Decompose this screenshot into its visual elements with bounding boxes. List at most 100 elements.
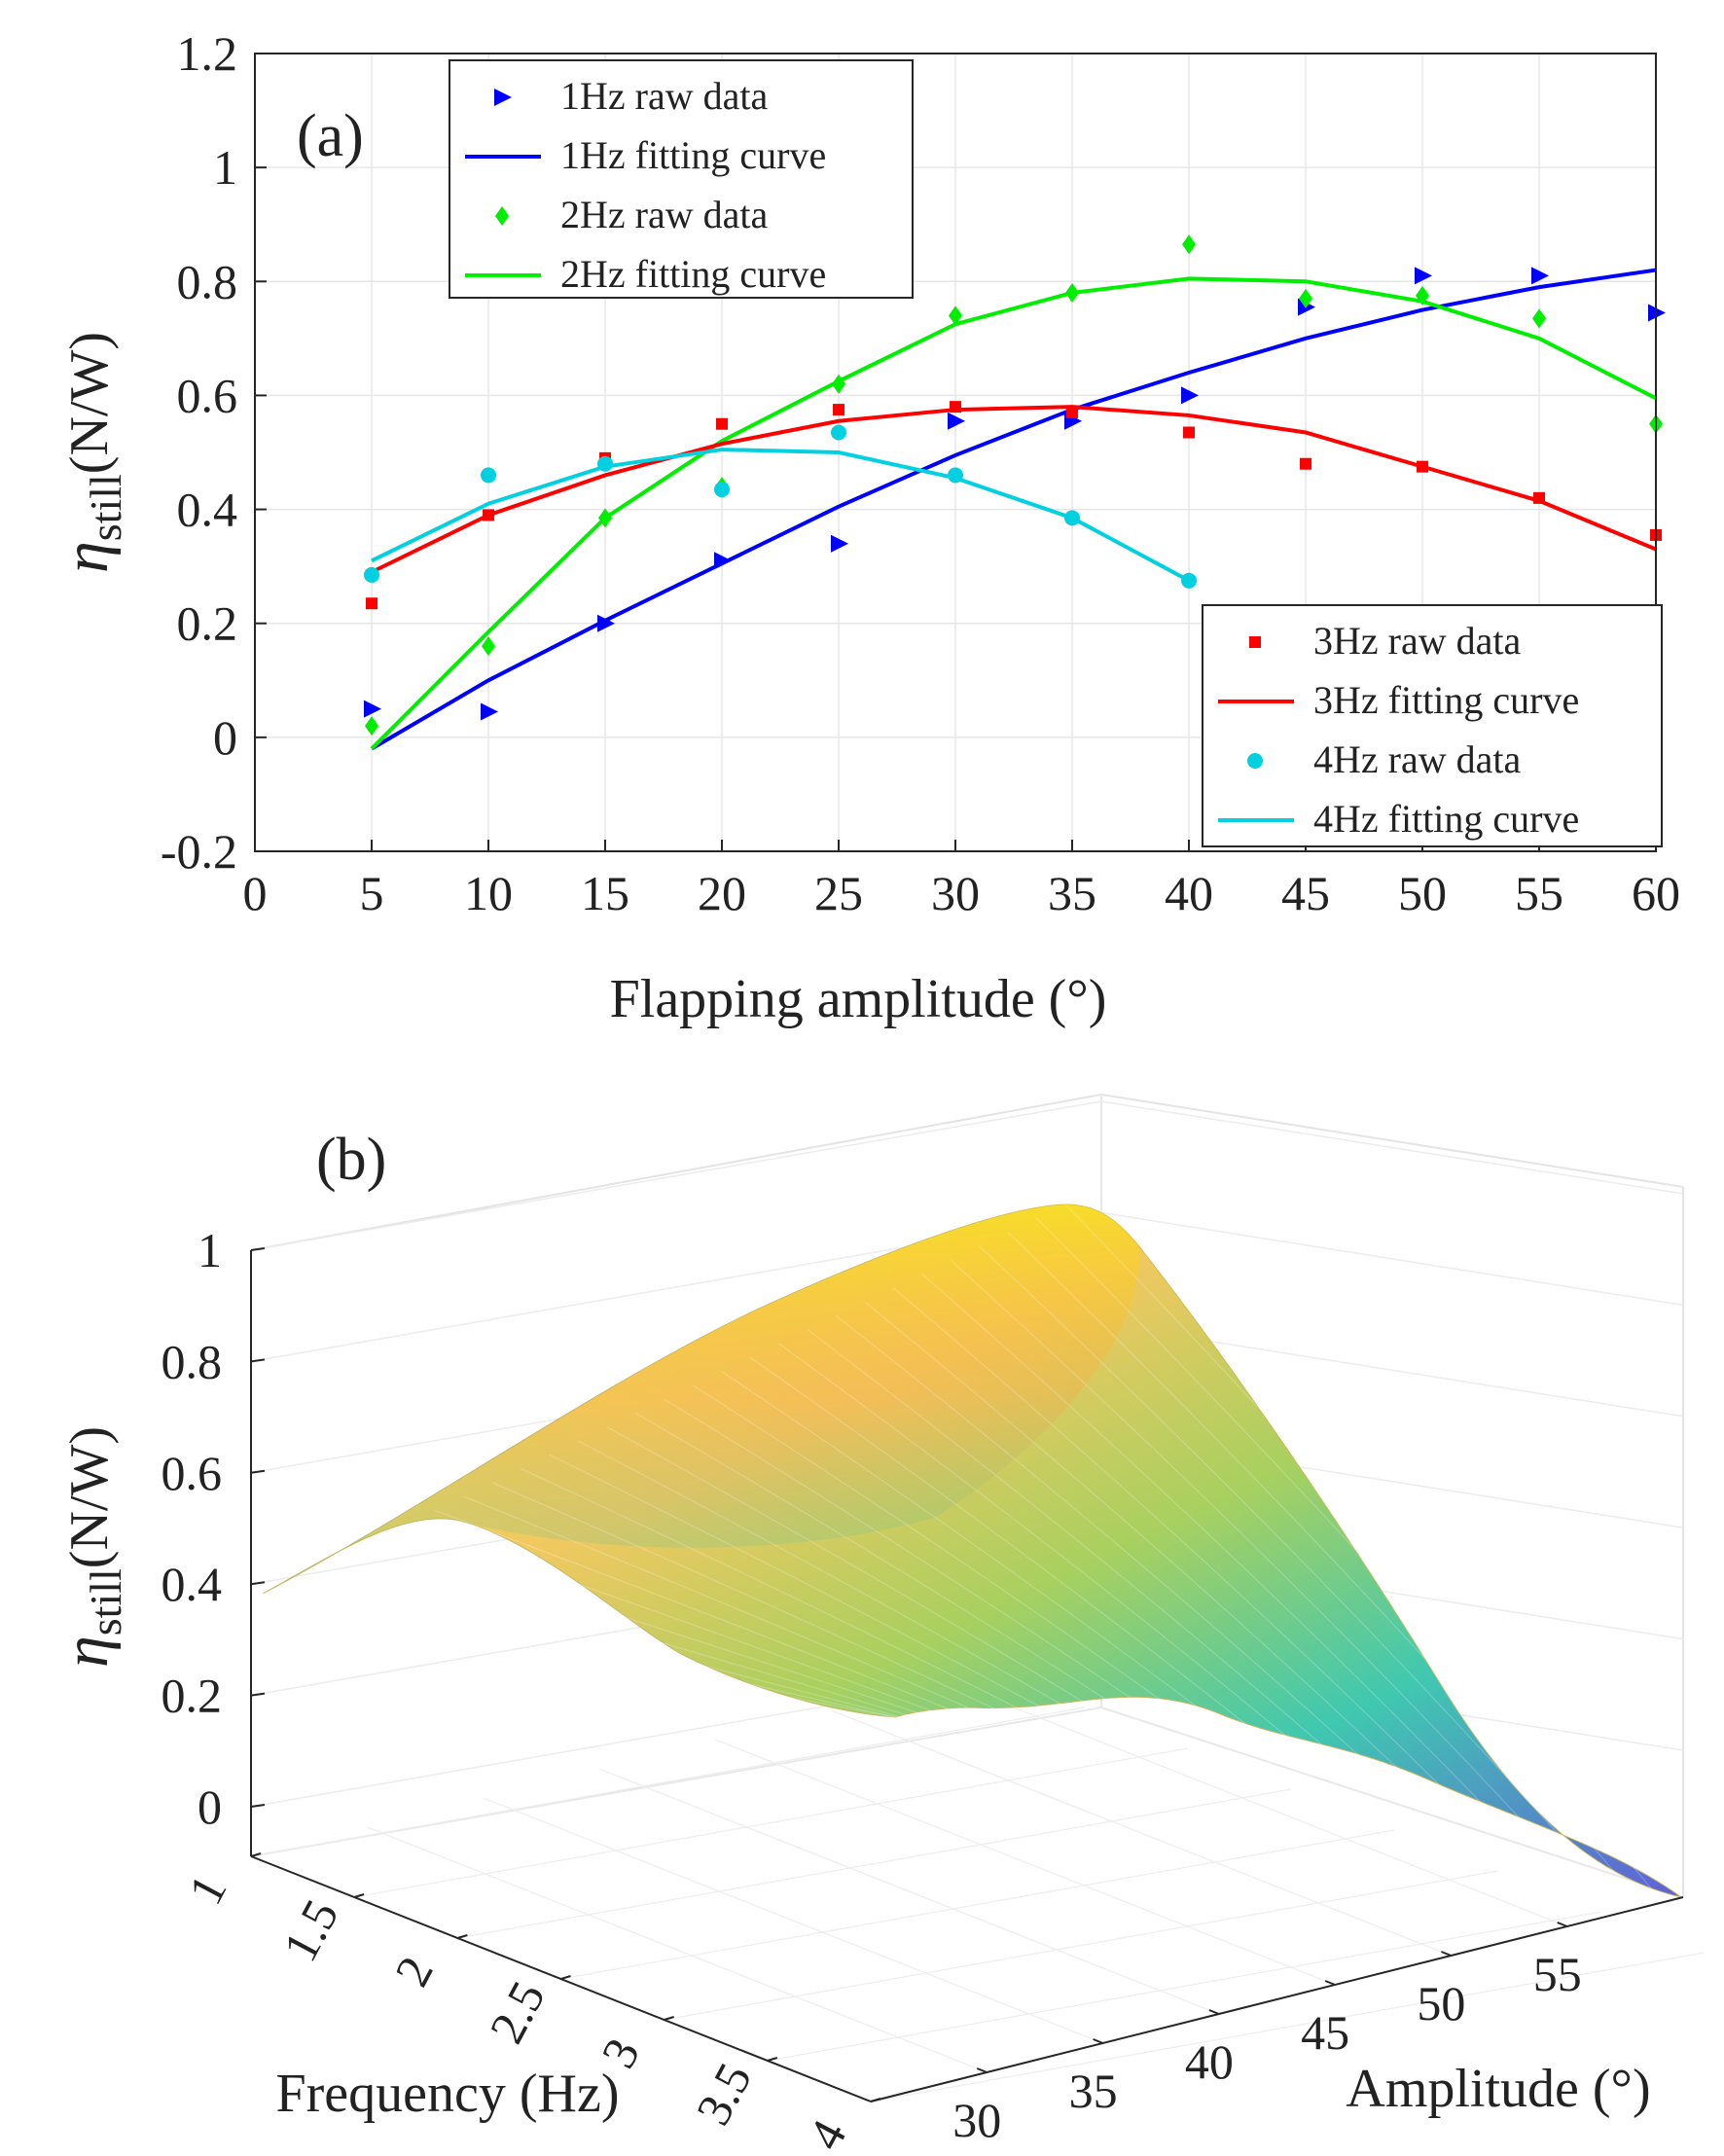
- x-tick-label: 55: [1515, 866, 1563, 920]
- z-axis-symbol-b: η: [51, 1635, 122, 1668]
- raw-point-2Hz: [482, 636, 495, 657]
- grid-line-frequency: [870, 1952, 1705, 2102]
- x-tick-label: 0: [243, 866, 268, 920]
- mesh-line: [434, 1509, 1064, 1757]
- raw-point-4Hz: [831, 424, 846, 441]
- raw-point-2Hz: [1416, 285, 1429, 305]
- z-tick-label: 0.4: [162, 1557, 223, 1611]
- frequency-tick-mark: [353, 1893, 365, 1898]
- grid-line-amplitude: [947, 1680, 1567, 1927]
- mesh-line: [606, 1426, 1233, 1795]
- amplitude-axis-title: Amplitude (°): [1346, 2059, 1650, 2119]
- fit-line-3Hz: [371, 405, 1657, 574]
- fit-line-2Hz: [370, 276, 1657, 750]
- frequency-tick-mark: [560, 1975, 571, 1980]
- mesh-line: [520, 1467, 1148, 1776]
- legend-label: 3Hz fitting curve: [1313, 678, 1579, 722]
- y-tick-label: 0.2: [177, 596, 238, 651]
- svg-text:ηstill(N/W): ηstill(N/W): [51, 1426, 130, 1668]
- raw-point-4Hz: [364, 566, 379, 583]
- mesh-line: [664, 1398, 1289, 1808]
- grid-line-frequency: [560, 1829, 1395, 1980]
- x-tick-label: 60: [1632, 866, 1680, 920]
- series-a: [364, 234, 1666, 751]
- y-tick-labels-a: -0.2 0 0.2 0.4 0.6 0.8 1 1.2: [161, 26, 237, 879]
- panel-label-a: (a): [297, 103, 364, 169]
- grid-line-frequency: [664, 1870, 1498, 2021]
- mesh-line: [950, 1259, 1570, 1872]
- z-tick-mark: [250, 1358, 266, 1363]
- mesh-line: [491, 1482, 1121, 1770]
- frequency-axis-title: Frequency (Hz): [276, 2064, 620, 2124]
- raw-point-4Hz: [714, 482, 730, 498]
- mesh-line: [979, 1245, 1598, 1879]
- grid-line-z-right: [1100, 1211, 1684, 1307]
- mesh-line: [291, 1579, 923, 1725]
- mesh-line: [921, 1273, 1542, 1866]
- z-tick-mark: [250, 1581, 266, 1586]
- frequency-tick-label: 1: [177, 1866, 236, 1913]
- raw-point-1Hz: [714, 552, 732, 570]
- raw-point-4Hz: [948, 467, 963, 484]
- x-tick-label: 30: [931, 866, 980, 920]
- mesh-line: [892, 1287, 1514, 1859]
- mesh-line: [463, 1495, 1093, 1763]
- frequency-tick-label: 2: [384, 1948, 444, 1994]
- mesh-line: [577, 1440, 1204, 1789]
- z-axis-title-b: ηstill(N/W): [51, 1426, 130, 1668]
- frequency-axis-line: [250, 1855, 872, 2102]
- legend-label: 4Hz raw data: [1313, 737, 1521, 781]
- grid-line-frequency: [250, 1707, 1085, 1857]
- frequency-tick-label: 4: [797, 2111, 856, 2156]
- svg-text:ηstill(N/W): ηstill(N/W): [51, 332, 130, 573]
- grid-line-amplitude: [367, 1826, 988, 2073]
- grid-line-z-right: [1100, 1100, 1684, 1195]
- amplitude-tick-label: 35: [1069, 2064, 1118, 2118]
- raw-point-1Hz: [364, 700, 381, 718]
- x-tick-label: 5: [360, 866, 384, 920]
- y-tick-label: 1.2: [177, 26, 238, 81]
- y-tick-label: 0.6: [177, 368, 238, 422]
- mesh-line: [807, 1329, 1429, 1840]
- panel-a: 0 5 10 15 20 25 30 35 40 45 50 55 60 -0.200.20.40.60…: [51, 26, 1680, 1029]
- x-tick-label: 35: [1048, 866, 1096, 920]
- raw-point-3Hz: [1066, 407, 1078, 418]
- z-tick-labels-b: 0 0.2 0.4 0.6 0.8 1: [162, 1223, 223, 1834]
- mesh-line: [749, 1356, 1373, 1827]
- z-tick-label: 0: [198, 1779, 222, 1834]
- x-tick-label: 40: [1165, 866, 1213, 920]
- legend-bottom-right: 3Hz raw data 3Hz fitting curve 4Hz raw dat…: [1202, 604, 1663, 847]
- amplitude-tick-mark: [1557, 1922, 1568, 1927]
- legend-marker-1Hz: [494, 89, 512, 106]
- amplitude-tick-label: 55: [1533, 1947, 1582, 2001]
- grid-line-amplitude: [714, 1739, 1336, 1986]
- raw-point-2Hz: [1299, 288, 1312, 308]
- frequency-tick-label: 2.5: [479, 1972, 556, 2051]
- x-tick-label: 10: [464, 866, 513, 920]
- amplitude-tick-label: 30: [952, 2093, 1001, 2147]
- raw-point-4Hz: [1064, 510, 1080, 526]
- z-tick-label: 0.2: [162, 1669, 223, 1723]
- z-tick-label: 0.8: [162, 1334, 223, 1388]
- y-axis-unit-a: (N/W): [59, 332, 120, 474]
- raw-point-1Hz: [481, 702, 498, 721]
- y-axis-symbol-a: η: [51, 541, 122, 573]
- amplitude-tick-mark: [976, 2067, 988, 2073]
- amplitude-tick-mark: [1093, 2038, 1103, 2044]
- grid-line-z-left: [250, 1100, 1102, 1251]
- amplitude-tick-label: 45: [1301, 2005, 1349, 2060]
- mesh-line: [319, 1564, 952, 1731]
- y-tick-label: -0.2: [161, 824, 237, 879]
- amplitude-tick-mark: [1441, 1951, 1452, 1957]
- raw-point-3Hz: [1183, 426, 1195, 439]
- mesh-line: [549, 1454, 1176, 1782]
- amplitude-tick-mark: [1324, 1980, 1336, 1986]
- raw-point-1Hz: [831, 534, 848, 553]
- raw-point-4Hz: [1181, 572, 1197, 589]
- mesh-line: [692, 1384, 1317, 1815]
- z-tick-mark: [250, 1469, 266, 1474]
- mesh-line: [1064, 1204, 1682, 1898]
- fit-line-4Hz: [371, 448, 1190, 583]
- raw-point-2Hz: [365, 716, 378, 737]
